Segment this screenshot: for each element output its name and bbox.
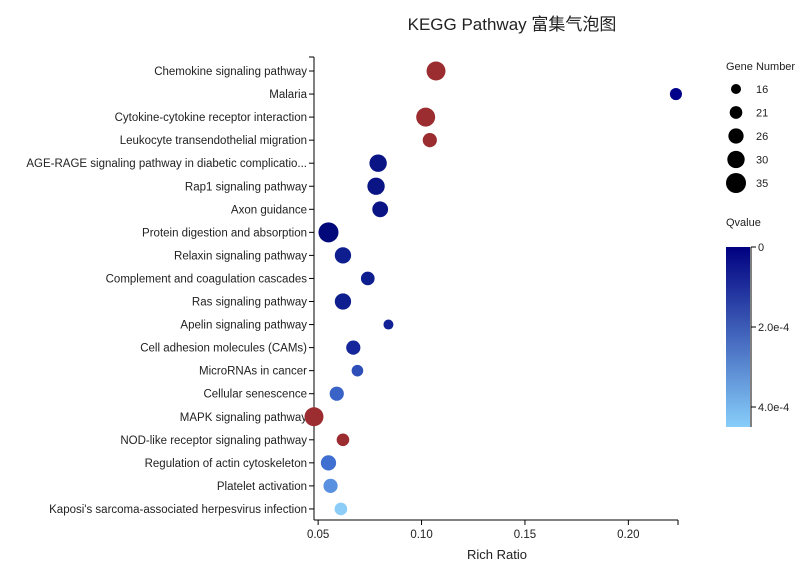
size-legend-circle xyxy=(728,128,744,144)
bubble-point[interactable] xyxy=(323,478,338,494)
bubble-point[interactable] xyxy=(669,87,682,101)
size-legend-circle xyxy=(729,106,743,119)
size-legend-label: 30 xyxy=(756,155,768,167)
pathway-label: MAPK signaling pathway xyxy=(180,412,307,424)
bubble-point[interactable] xyxy=(367,177,385,195)
pathway-label: Regulation of actin cytoskeleton xyxy=(145,458,307,470)
color-legend-title: Qvalue xyxy=(726,217,761,229)
x-tick-label: 0.10 xyxy=(410,529,432,541)
size-legend-title: Gene Number xyxy=(726,61,795,73)
bubble-point[interactable] xyxy=(422,133,437,148)
size-legend-label: 35 xyxy=(756,178,768,190)
legend: Gene Number 16 21 26 30 35 Qvalue 0 2.0e-4 4.0… xyxy=(726,61,795,427)
bubble-point[interactable] xyxy=(320,455,337,471)
pathway-label: Protein digestion and absorption xyxy=(142,227,307,239)
pathway-label: Platelet activation xyxy=(217,481,307,493)
bubble-point[interactable] xyxy=(334,293,352,310)
pathway-label: Apelin signaling pathway xyxy=(180,320,307,332)
pathway-label: NOD-like receptor signaling pathway xyxy=(120,435,307,447)
size-legend-circle xyxy=(731,84,741,94)
size-legend: 16 21 26 30 35 xyxy=(726,84,768,193)
size-legend-label: 21 xyxy=(756,108,768,120)
size-legend-circle xyxy=(727,150,745,169)
x-tick-label: 0.20 xyxy=(617,529,639,541)
size-legend-label: 16 xyxy=(756,84,768,96)
size-legend-label: 26 xyxy=(756,131,768,143)
bubble-point[interactable] xyxy=(426,61,446,81)
pathway-label: Malaria xyxy=(269,89,307,101)
color-legend-label: 4.0e-4 xyxy=(758,402,789,414)
bubble-point[interactable] xyxy=(351,364,364,377)
pathway-label: Axon guidance xyxy=(231,204,307,216)
pathway-label: Ras signaling pathway xyxy=(192,297,307,309)
qvalue-gradient-bar xyxy=(726,247,750,427)
pathway-label: Rap1 signaling pathway xyxy=(185,181,307,193)
x-tick-label: 0.15 xyxy=(514,529,536,541)
bubble-point[interactable] xyxy=(346,340,361,355)
pathway-label: Kaposi's sarcoma-associated herpesvirus … xyxy=(49,504,307,516)
pathway-label: MicroRNAs in cancer xyxy=(199,366,307,378)
chart-title: KEGG Pathway 富集气泡图 xyxy=(408,15,617,34)
bubble-point[interactable] xyxy=(372,201,389,218)
pathway-label: Complement and coagulation cascades xyxy=(106,273,308,285)
pathway-label: Cell adhesion molecules (CAMs) xyxy=(140,343,307,355)
color-legend: 0 2.0e-4 4.0e-4 xyxy=(726,242,789,427)
x-axis-label: Rich Ratio xyxy=(467,547,527,562)
pathway-label: Cytokine-cytokine receptor interaction xyxy=(115,112,307,124)
pathway-label: Leukocyte transendothelial migration xyxy=(120,135,307,147)
bubble-point[interactable] xyxy=(318,222,339,243)
pathway-label: AGE-RAGE signaling pathway in diabetic c… xyxy=(26,158,307,170)
x-tick-label: 0.05 xyxy=(307,529,329,541)
bubble-point[interactable] xyxy=(383,319,394,330)
bubble-point[interactable] xyxy=(360,271,375,286)
bubble-point[interactable] xyxy=(334,247,352,264)
size-legend-circle xyxy=(726,173,746,193)
bubble-point[interactable] xyxy=(336,433,350,447)
pathway-label: Relaxin signaling pathway xyxy=(174,250,307,262)
plot-area: 0.05 0.10 0.15 0.20 Chemokine signaling path… xyxy=(26,56,682,541)
bubble-point[interactable] xyxy=(304,407,324,427)
color-legend-label: 2.0e-4 xyxy=(758,322,789,334)
color-legend-label: 0 xyxy=(758,242,764,254)
bubble-point[interactable] xyxy=(334,502,348,516)
bubble-point[interactable] xyxy=(369,154,387,172)
pathway-label: Chemokine signaling pathway xyxy=(154,66,307,78)
bubble-point[interactable] xyxy=(329,386,344,401)
bubble-point[interactable] xyxy=(416,107,436,127)
pathway-label: Cellular senescence xyxy=(203,389,307,401)
